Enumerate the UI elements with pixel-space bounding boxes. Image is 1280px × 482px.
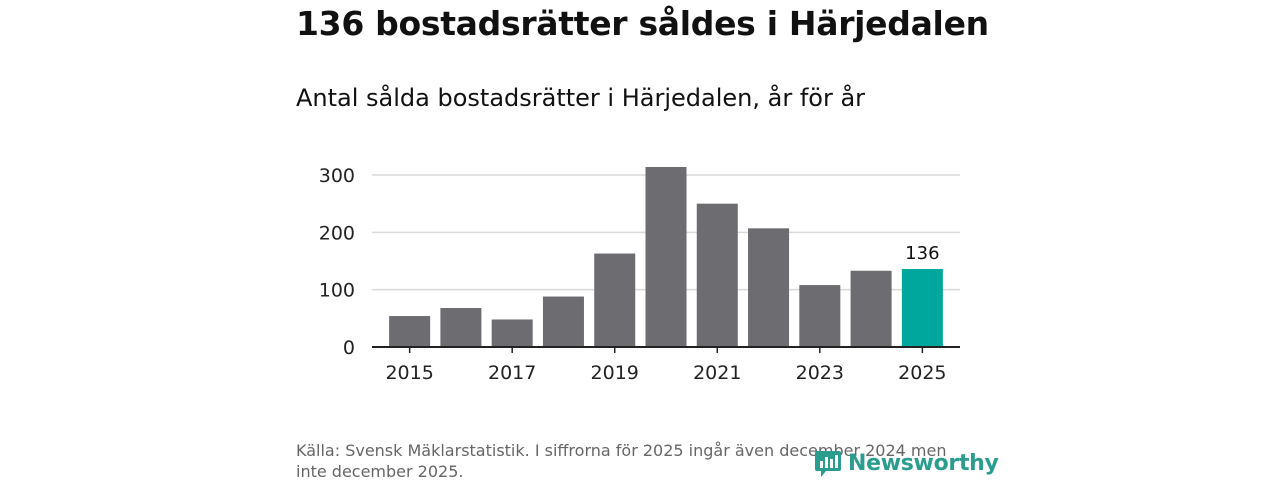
y-tick-label: 200: [319, 222, 355, 244]
bar-chart: 0 100 200 300 2015 2017 2019 2021 2023 2025 136: [319, 165, 960, 384]
source-note: Källa: Svensk Mäklarstatistik. I siffror…: [296, 441, 947, 481]
bar-2023: [799, 285, 841, 347]
x-tick-label: 2015: [385, 362, 433, 384]
bar-2021: [696, 203, 738, 347]
newsworthy-logo: Newsworthy: [814, 446, 999, 480]
bar-2015: [389, 316, 431, 347]
bar-2022: [748, 228, 790, 347]
bar-2017: [491, 319, 533, 347]
data-label: 136: [905, 243, 939, 264]
y-tick-label: 0: [343, 337, 355, 359]
bar-2018: [542, 296, 584, 347]
bar-chart-speech-bubble-icon: [815, 451, 841, 477]
x-tick-label: 2019: [591, 362, 639, 384]
x-tick-label: 2025: [898, 362, 946, 384]
chart-subtitle: Antal sålda bostadsrätter i Härjedalen, …: [296, 84, 866, 112]
bar-2016: [440, 308, 482, 347]
x-tick-label: 2017: [488, 362, 536, 384]
bar-2024: [850, 270, 892, 347]
y-tick-label: 100: [319, 280, 355, 302]
y-tick-label: 300: [319, 165, 355, 187]
x-tick-label: 2023: [796, 362, 844, 384]
bar-2025: [901, 269, 943, 347]
bar-2020: [645, 166, 687, 347]
x-tick-label: 2021: [693, 362, 741, 384]
chart-title: 136 bostadsrätter såldes i Härjedalen: [296, 4, 989, 43]
bar-2019: [594, 253, 636, 347]
brand-name: Newsworthy: [848, 450, 999, 476]
